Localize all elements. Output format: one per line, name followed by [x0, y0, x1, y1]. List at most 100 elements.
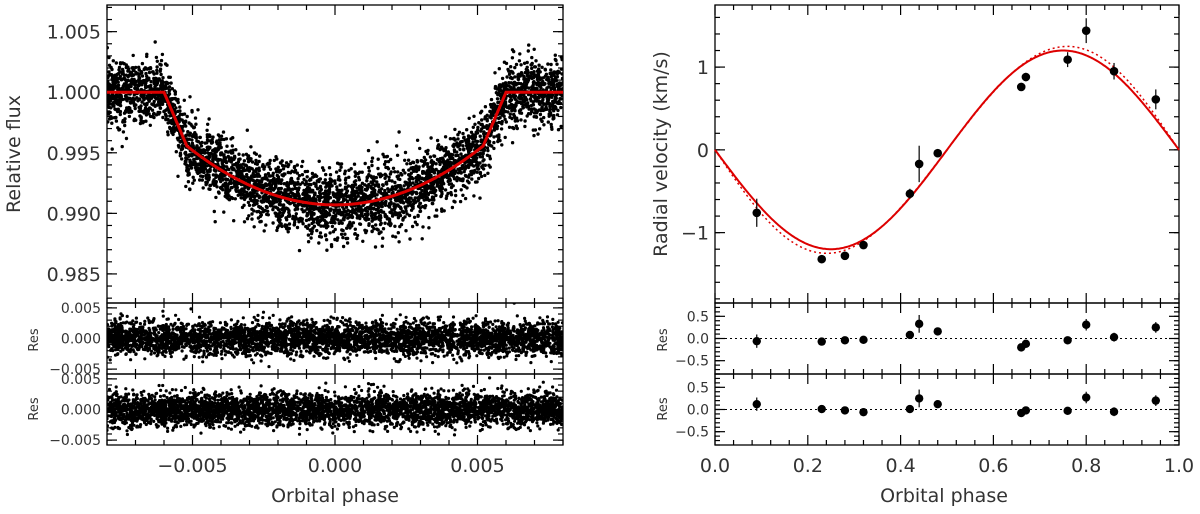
flux-point: [121, 86, 125, 91]
flux-point: [381, 183, 385, 187]
flux-point: [185, 163, 189, 167]
flux-point: [450, 171, 454, 176]
flux-point: [394, 185, 398, 190]
flux-point: [534, 74, 539, 79]
flux-point: [167, 75, 171, 79]
flux-point: [131, 68, 136, 73]
flux-point: [248, 197, 253, 201]
flux-point: [126, 74, 130, 79]
flux-point: [337, 178, 341, 182]
flux-point: [343, 187, 347, 191]
flux-point: [245, 128, 249, 132]
flux-point: [240, 205, 245, 210]
flux-point: [559, 124, 563, 129]
flux-point: [331, 214, 335, 219]
flux-point: [145, 67, 149, 71]
flux-point: [349, 167, 353, 171]
flux-point: [148, 88, 153, 92]
flux-point: [221, 130, 226, 134]
flux-point: [381, 236, 385, 240]
flux-point: [124, 136, 129, 141]
flux-point: [401, 216, 405, 221]
flux-point: [301, 159, 305, 164]
flux-point: [527, 43, 531, 47]
flux-point: [408, 237, 412, 241]
flux-point: [121, 130, 126, 134]
flux-point: [425, 162, 430, 166]
flux-point: [519, 96, 524, 101]
flux-point: [462, 170, 466, 174]
flux-point: [379, 230, 383, 234]
flux-point: [272, 201, 276, 205]
flux-point: [490, 105, 494, 109]
flux-point: [385, 215, 389, 219]
flux-point: [509, 98, 513, 103]
flux-point: [286, 230, 290, 234]
flux-point: [166, 117, 170, 122]
flux-point: [301, 197, 305, 201]
flux-point: [280, 207, 284, 212]
flux-point: [529, 63, 533, 67]
flux-point: [181, 144, 185, 148]
flux-point: [457, 130, 462, 134]
flux-point: [440, 160, 444, 164]
flux-point: [317, 178, 321, 182]
flux-point: [360, 211, 364, 215]
flux-point: [170, 87, 174, 91]
flux-point: [114, 119, 119, 123]
flux-point: [459, 188, 463, 192]
flux-point: [391, 212, 395, 216]
flux-point: [516, 77, 521, 81]
flux-point: [138, 97, 142, 102]
flux-point: [463, 166, 467, 170]
flux-point: [257, 159, 261, 164]
flux-point: [213, 155, 218, 159]
flux-point: [229, 181, 233, 185]
flux-point: [513, 105, 517, 109]
flux-point: [323, 189, 328, 193]
flux-point: [365, 176, 369, 180]
flux-point: [404, 192, 408, 197]
flux-point: [383, 176, 387, 180]
flux-point: [380, 187, 384, 191]
flux-point: [390, 179, 394, 183]
flux-point: [413, 196, 417, 200]
flux-point: [271, 171, 275, 175]
flux-point: [376, 157, 380, 161]
flux-point: [554, 106, 558, 111]
flux-point: [140, 61, 145, 66]
flux-point: [198, 141, 203, 145]
flux-point: [310, 217, 315, 221]
flux-point: [375, 227, 379, 231]
flux-point: [463, 196, 468, 201]
flux-point: [189, 153, 193, 157]
flux-point: [443, 174, 448, 178]
flux-point: [179, 147, 184, 152]
flux-point: [261, 176, 265, 181]
flux-point: [456, 167, 460, 171]
residual-point: [474, 314, 478, 318]
flux-point: [120, 72, 125, 76]
flux-point: [191, 144, 195, 148]
flux-point: [112, 116, 117, 120]
flux-point: [535, 83, 539, 87]
flux-point: [110, 87, 115, 92]
y-tick-label: 0.995: [47, 143, 101, 165]
flux-point: [195, 170, 199, 174]
flux-point: [555, 62, 559, 66]
flux-point: [155, 71, 159, 75]
flux-point: [231, 136, 235, 140]
flux-point: [195, 144, 199, 148]
flux-point: [363, 228, 367, 232]
flux-point: [472, 114, 476, 119]
flux-point: [476, 128, 480, 132]
flux-point: [243, 163, 248, 167]
flux-point: [402, 184, 406, 188]
flux-point: [355, 236, 359, 241]
flux-point: [523, 119, 527, 123]
flux-point: [493, 84, 498, 89]
flux-point: [192, 178, 196, 182]
flux-point: [488, 143, 492, 147]
flux-point: [409, 171, 413, 175]
flux-point: [367, 169, 371, 173]
